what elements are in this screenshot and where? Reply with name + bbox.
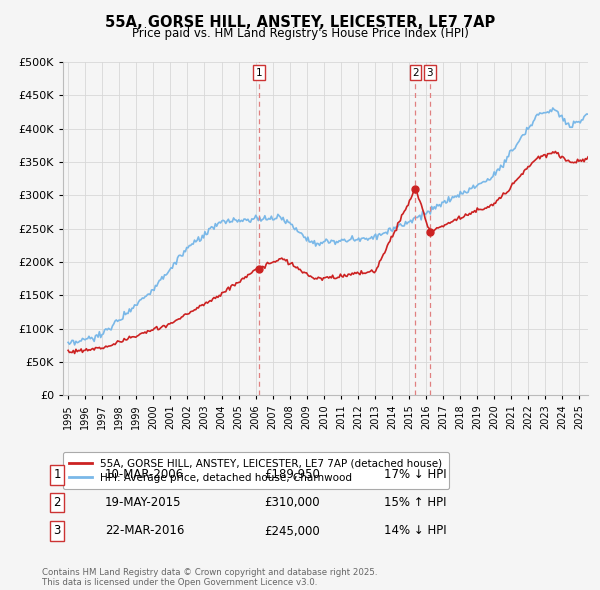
Text: £189,950: £189,950 [264,468,320,481]
Text: 3: 3 [427,68,433,78]
Text: 10-MAR-2006: 10-MAR-2006 [105,468,184,481]
Text: 17% ↓ HPI: 17% ↓ HPI [384,468,446,481]
Text: 22-MAR-2016: 22-MAR-2016 [105,525,184,537]
Text: 14% ↓ HPI: 14% ↓ HPI [384,525,446,537]
Text: Price paid vs. HM Land Registry's House Price Index (HPI): Price paid vs. HM Land Registry's House … [131,27,469,40]
Text: 19-MAY-2015: 19-MAY-2015 [105,496,182,509]
Text: £310,000: £310,000 [264,496,320,509]
Text: 1: 1 [53,468,61,481]
Text: 2: 2 [53,496,61,509]
Legend: 55A, GORSE HILL, ANSTEY, LEICESTER, LE7 7AP (detached house), HPI: Average price: 55A, GORSE HILL, ANSTEY, LEICESTER, LE7 … [63,452,449,489]
Text: 55A, GORSE HILL, ANSTEY, LEICESTER, LE7 7AP: 55A, GORSE HILL, ANSTEY, LEICESTER, LE7 … [105,15,495,30]
Text: Contains HM Land Registry data © Crown copyright and database right 2025.
This d: Contains HM Land Registry data © Crown c… [42,568,377,587]
Text: 3: 3 [53,525,61,537]
Text: 2: 2 [412,68,419,78]
Text: 15% ↑ HPI: 15% ↑ HPI [384,496,446,509]
Text: 1: 1 [256,68,262,78]
Text: £245,000: £245,000 [264,525,320,537]
